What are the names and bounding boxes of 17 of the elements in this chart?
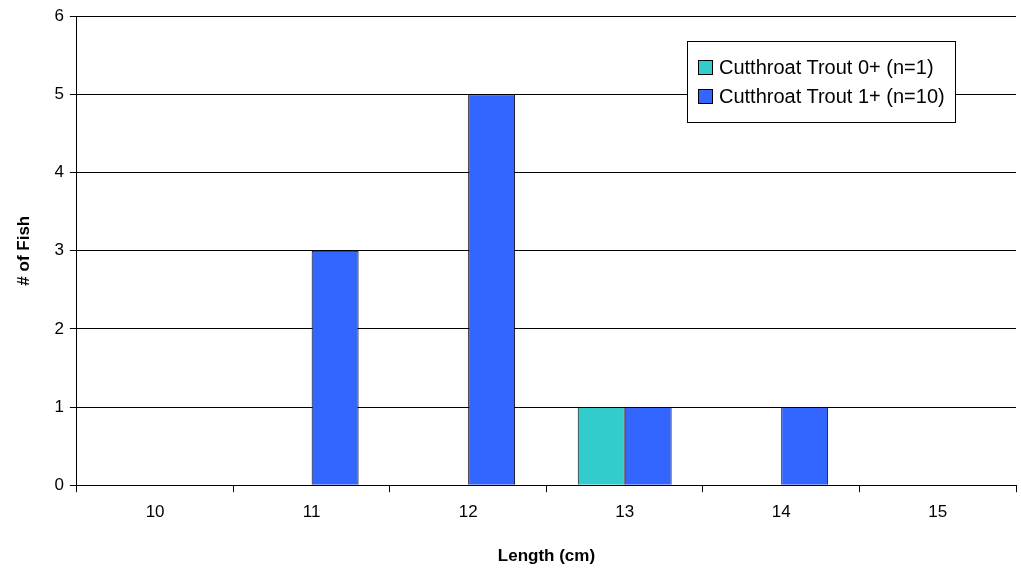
- y-tick-label: 4: [54, 162, 64, 182]
- y-axis-title: # of Fish: [13, 215, 33, 286]
- x-tick-label: 11: [302, 502, 321, 522]
- y-tick-label: 1: [54, 396, 64, 416]
- legend-label: Cutthroat Trout 0+ (n=1): [719, 56, 934, 80]
- y-tick-label: 5: [54, 84, 64, 104]
- x-tick-label: 14: [771, 502, 791, 522]
- y-tick-label: 0: [54, 474, 64, 494]
- x-tick-label: 13: [615, 502, 635, 522]
- x-tick-label: 10: [145, 502, 165, 522]
- x-axis-title: Length (cm): [497, 546, 596, 566]
- y-tick-label: 2: [54, 318, 64, 338]
- y-tick-label: 6: [54, 5, 64, 25]
- y-tick-label: 3: [54, 240, 64, 260]
- legend-label: Cutthroat Trout 1+ (n=10): [719, 85, 945, 109]
- x-tick-label: 15: [928, 502, 948, 522]
- x-tick-label: 12: [458, 502, 478, 522]
